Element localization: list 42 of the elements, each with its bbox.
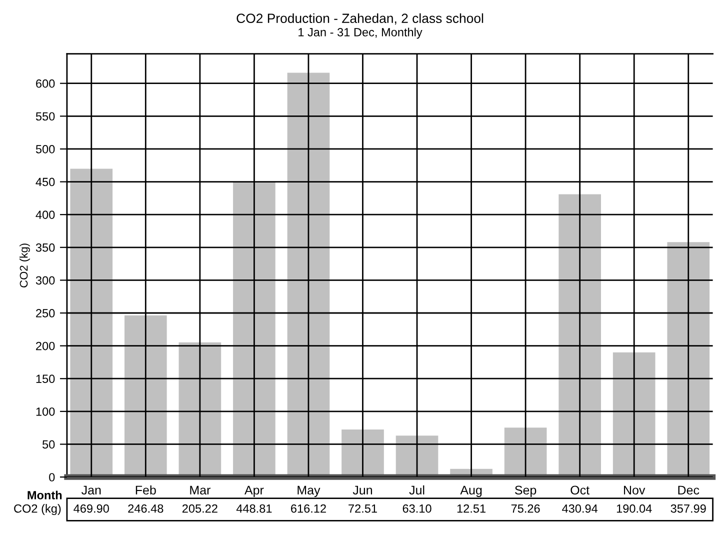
y-tick-label: 550 <box>36 112 55 121</box>
x-tick-label: Apr <box>244 486 264 498</box>
y-tick-label: 450 <box>36 178 55 186</box>
x-tick-label: Dec <box>678 486 700 495</box>
x-tick-label: Sep <box>515 486 536 498</box>
y-tick-label: 600 <box>36 79 55 88</box>
y-tick-label: 0 <box>49 473 55 482</box>
data-label: 246.48 <box>128 504 164 513</box>
data-label: 448.81 <box>236 504 272 513</box>
y-axis-title: CO2 (kg) <box>20 244 30 288</box>
x-tick-label: Jul <box>409 485 424 495</box>
data-label: 430.94 <box>562 504 598 513</box>
data-label: 12.51 <box>457 504 486 513</box>
chart-title: CO2 Production - Zahedan, 2 class school <box>236 13 484 25</box>
data-label: 190.04 <box>616 504 652 513</box>
data-label: 75.26 <box>511 504 540 513</box>
x-tick-label: May <box>298 486 320 498</box>
y-tick-label: 350 <box>36 243 55 252</box>
chart-subtitle: 1 Jan - 31 Dec, Monthly <box>298 28 422 39</box>
data-label: 205.22 <box>182 504 218 513</box>
y-tick-label: 150 <box>36 374 55 384</box>
y-tick-label: 50 <box>42 440 55 449</box>
text: CO2 (kg) <box>14 504 61 516</box>
y-tick-label: 500 <box>36 145 55 154</box>
y-tick-label: 300 <box>36 276 55 285</box>
x-tick-label: Aug <box>460 486 482 498</box>
y-tick-label: 200 <box>36 342 55 350</box>
y-tick-label: 100 <box>36 407 55 416</box>
x-tick-label: Feb <box>136 485 156 495</box>
x-tick-label: Oct <box>570 486 590 495</box>
data-label: 357.99 <box>670 504 706 513</box>
data-label: 63.10 <box>402 504 432 513</box>
y-tick-label: 400 <box>36 210 55 219</box>
x-tick-label: Nov <box>624 486 646 495</box>
data-label: 72.51 <box>348 504 377 513</box>
y-tick-label: 250 <box>36 309 55 318</box>
x-tick-label: Jun <box>352 486 372 495</box>
data-label: 616.12 <box>291 504 326 513</box>
data-label: 469.90 <box>74 504 109 513</box>
x-tick-label: Jan <box>82 486 101 495</box>
x-tick-label: Mar <box>190 486 210 495</box>
x-axis-title: Month <box>28 490 62 500</box>
